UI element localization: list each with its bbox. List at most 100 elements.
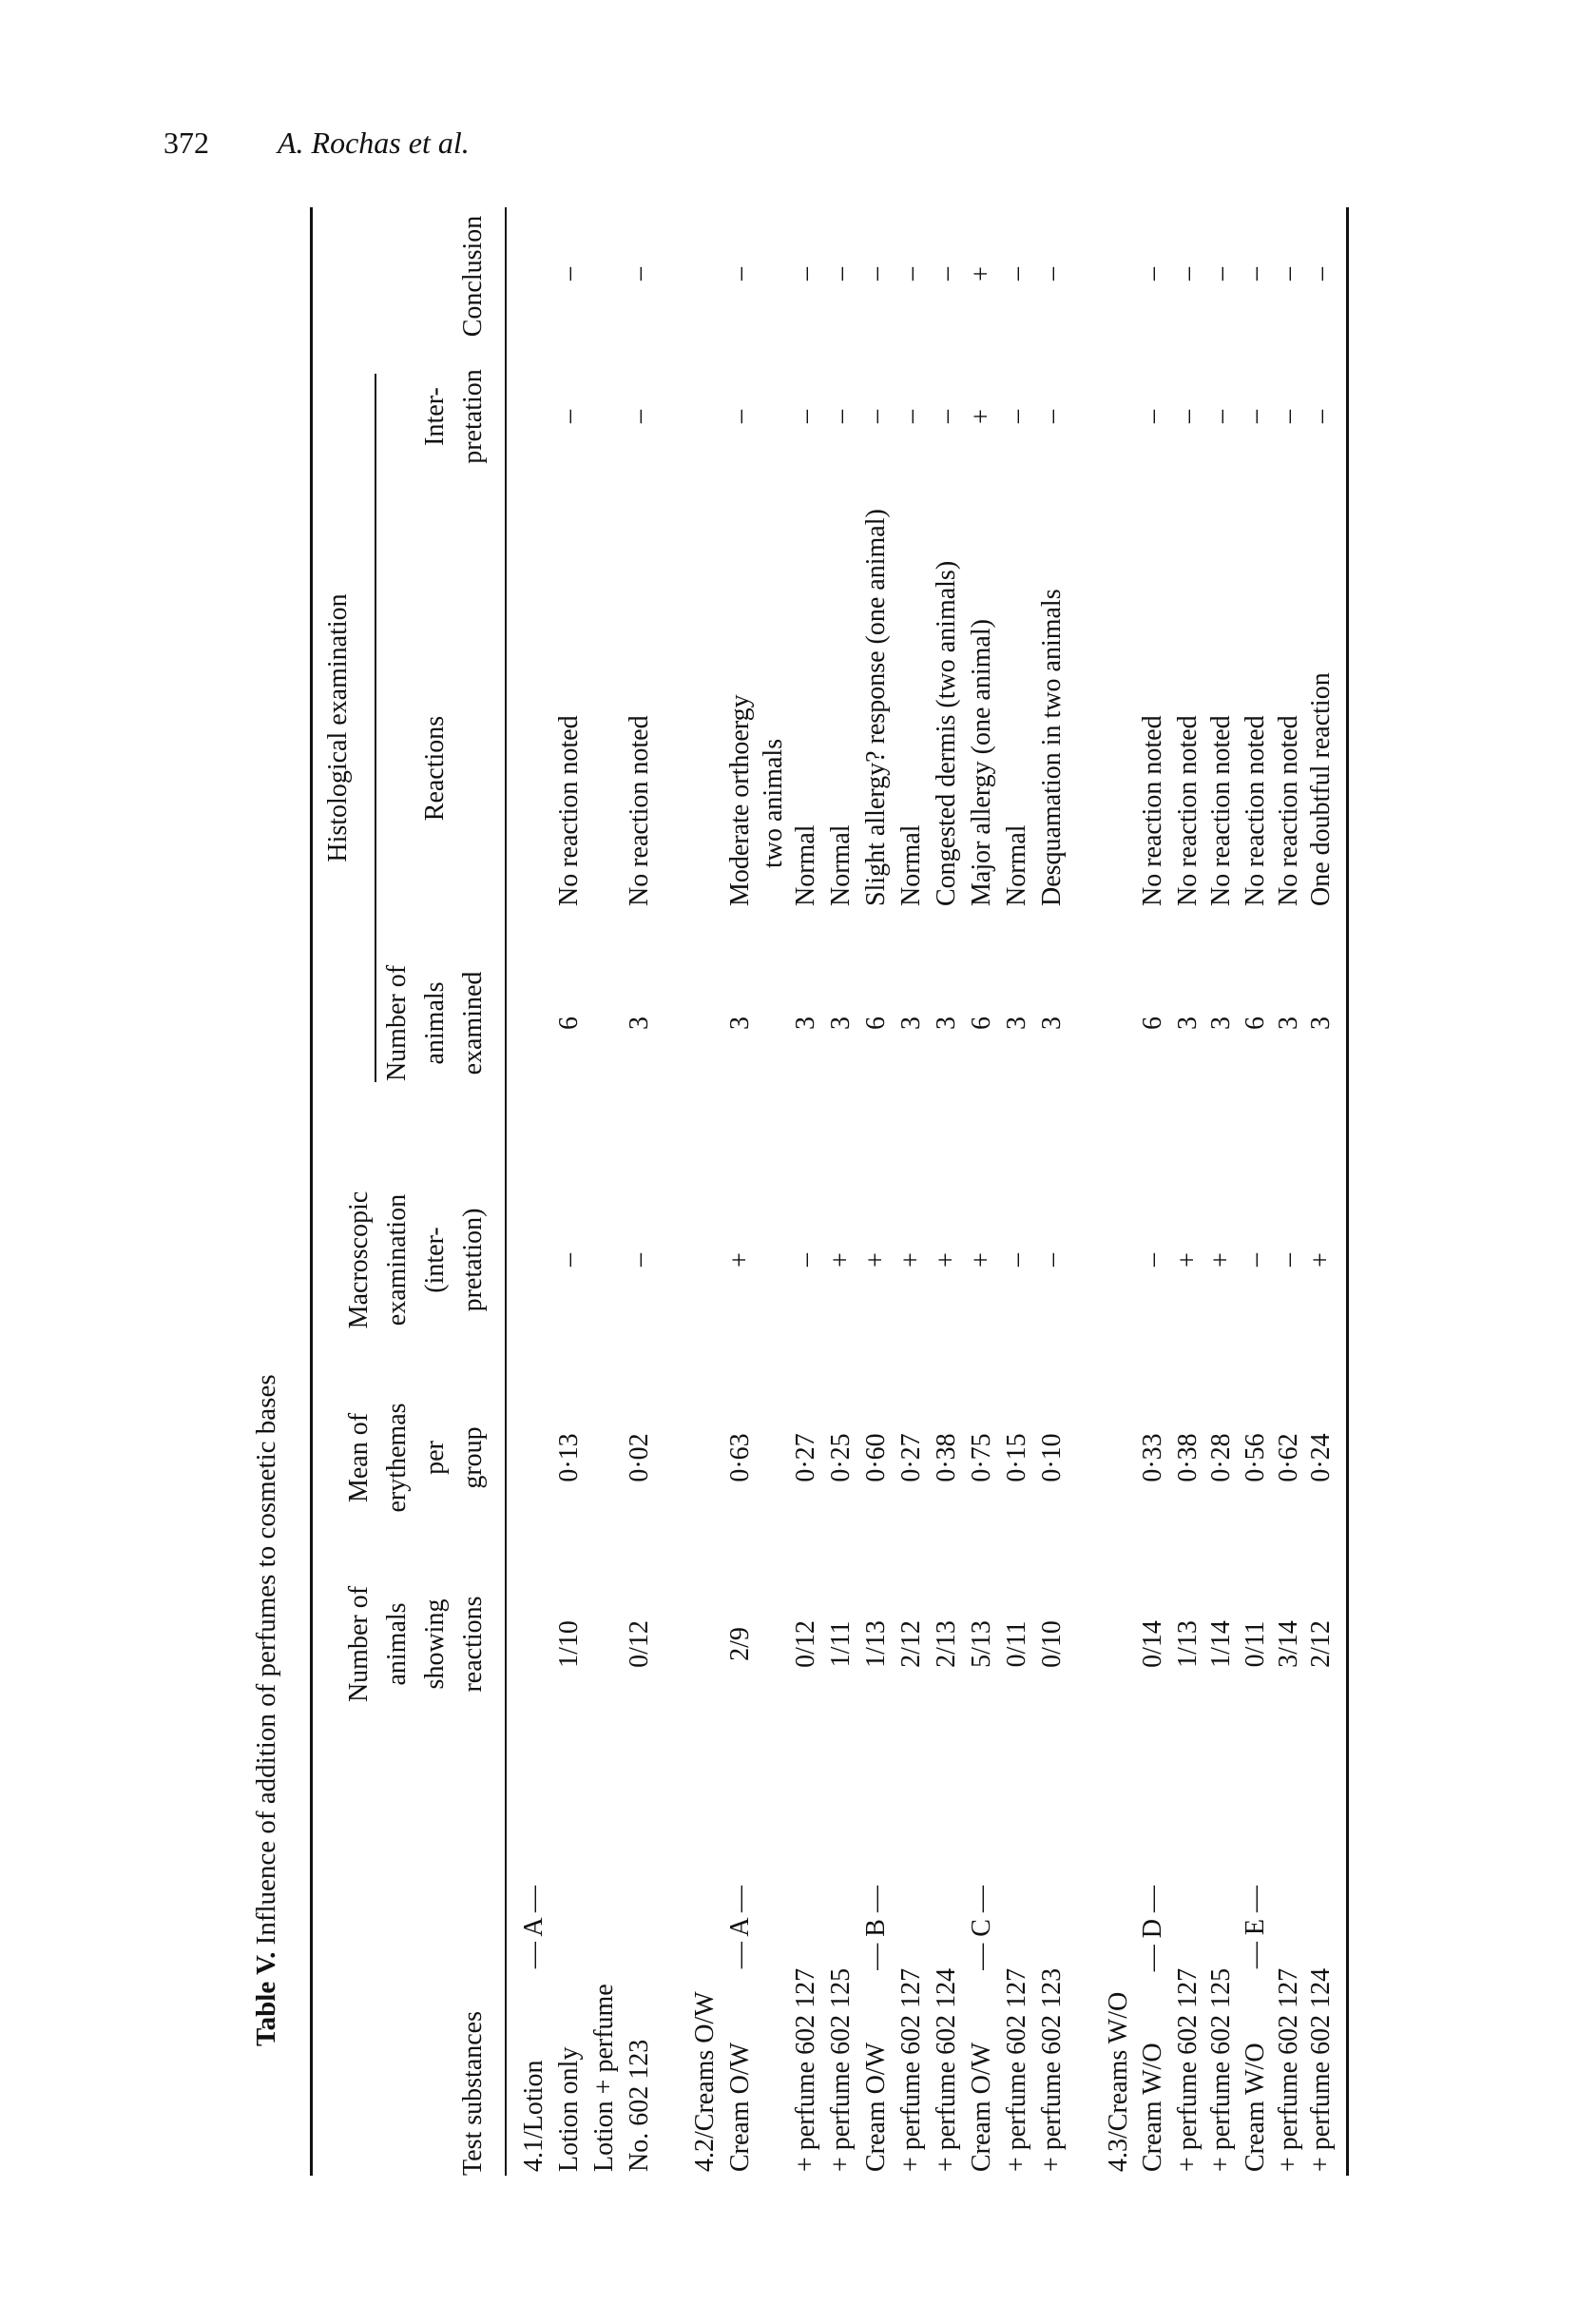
header-examined-line: Number of: [382, 964, 412, 1082]
mean-cell: 0·27: [791, 1433, 820, 1482]
macro-cell: –: [625, 1253, 654, 1267]
header-examined-line: examined: [458, 971, 488, 1075]
macro-cell: +: [1306, 1252, 1336, 1268]
macro-cell: +: [896, 1252, 926, 1268]
reaction-cell: Normal: [1002, 824, 1031, 906]
examined-cell: 3: [932, 1017, 961, 1030]
group-marker: — C —: [967, 1886, 996, 1970]
substance-cell: Cream W/O: [1138, 2043, 1167, 2172]
examined-cell: 6: [1241, 1017, 1270, 1030]
macro-cell: +: [1206, 1252, 1236, 1268]
mean-cell: 0·10: [1037, 1433, 1067, 1482]
rotated-table: Table V. Influence of addition of perfum…: [251, 207, 1349, 2176]
mean-cell: 0·60: [861, 1433, 891, 1482]
reaction-cell: Major allergy (one animal): [967, 619, 996, 906]
substance-cell: + perfume 602 127: [791, 1967, 820, 2172]
showing-cell: 2/12: [1306, 1620, 1336, 1668]
macro-cell: –: [1002, 1253, 1031, 1267]
reaction-cell: No reaction noted: [1138, 715, 1167, 906]
examined-cell: 6: [861, 1017, 891, 1030]
mean-cell: 0·28: [1206, 1433, 1236, 1482]
conclusion-cell: –: [725, 267, 755, 281]
group-marker: — E —: [1241, 1886, 1270, 1969]
substance-cell: Cream O/W: [967, 2042, 996, 2172]
interpretation-cell: –: [725, 410, 755, 423]
mean-cell: 0·02: [625, 1433, 654, 1482]
conclusion-cell: –: [791, 267, 820, 281]
interpretation-cell: –: [932, 410, 961, 423]
macro-cell: –: [1138, 1253, 1167, 1267]
substance-cell: + perfume 602 127: [1274, 1967, 1303, 2172]
macro-cell: –: [1241, 1253, 1270, 1267]
header-reactions: Reactions: [420, 715, 450, 822]
interpretation-cell: –: [861, 410, 891, 423]
macro-cell: +: [725, 1252, 755, 1268]
table-caption: Table V. Influence of addition of perfum…: [251, 1374, 282, 2046]
interpretation-cell: –: [1306, 410, 1336, 423]
top-rule: [310, 207, 313, 2176]
group-marker: — D —: [1138, 1886, 1167, 1972]
header-macro-line: (inter-: [420, 1227, 450, 1293]
page-number: 372: [164, 126, 209, 160]
header-showing-line: Number of: [344, 1585, 374, 1703]
group-marker: — B —: [861, 1886, 891, 1970]
substance-cell: Lotion + perfume: [589, 1984, 619, 2172]
mean-cell: 0·25: [826, 1433, 856, 1482]
substance-cell: + perfume 602 127: [1002, 1967, 1031, 2172]
reaction-cell: Slight allergy? response (one animal): [861, 509, 891, 906]
header-macro-line: examination: [382, 1193, 412, 1327]
macro-cell: +: [967, 1252, 996, 1268]
examined-cell: 3: [625, 1017, 654, 1030]
showing-cell: 0/12: [625, 1620, 654, 1668]
macro-cell: +: [826, 1252, 856, 1268]
conclusion-cell: –: [1002, 267, 1031, 281]
reaction-cell-continued: two animals: [759, 738, 788, 868]
reaction-cell: No reaction noted: [554, 715, 584, 906]
examined-cell: 3: [1173, 1017, 1203, 1030]
conclusion-cell: +: [967, 266, 996, 281]
interpretation-cell: –: [625, 410, 654, 423]
reaction-cell: No reaction noted: [625, 715, 654, 906]
examined-cell: 6: [554, 1017, 584, 1030]
interpretation-cell: –: [1206, 410, 1236, 423]
reaction-cell: Normal: [791, 824, 820, 906]
examined-cell: 3: [1002, 1017, 1031, 1030]
conclusion-cell: –: [1206, 267, 1236, 281]
conclusion-cell: –: [554, 267, 584, 281]
conclusion-cell: –: [932, 267, 961, 281]
interpretation-cell: –: [896, 410, 926, 423]
reaction-cell: No reaction noted: [1274, 715, 1303, 906]
reaction-cell: Desquamation in two animals: [1037, 589, 1067, 906]
conclusion-cell: –: [861, 267, 891, 281]
interpretation-cell: –: [1274, 410, 1303, 423]
group-marker: — A —: [725, 1886, 755, 1969]
mean-cell: 0·15: [1002, 1433, 1031, 1482]
header-histological: Histological examination: [323, 593, 353, 862]
interpretation-cell: –: [554, 410, 584, 423]
showing-cell: 2/13: [932, 1620, 961, 1668]
examined-cell: 3: [725, 1017, 755, 1030]
mean-cell: 0·62: [1274, 1433, 1303, 1482]
showing-cell: 3/14: [1274, 1620, 1303, 1668]
examined-cell: 3: [826, 1017, 856, 1030]
substance-cell: Cream W/O: [1241, 2043, 1270, 2172]
conclusion-cell: –: [1173, 267, 1203, 281]
reaction-cell: Congested dermis (two animals): [932, 560, 961, 906]
showing-cell: 2/9: [725, 1627, 755, 1661]
conclusion-cell: –: [826, 267, 856, 281]
showing-cell: 1/11: [826, 1620, 856, 1668]
header-mean-line: group: [458, 1426, 488, 1489]
macro-cell: –: [791, 1253, 820, 1267]
header-macro-line: Macroscopic: [344, 1191, 374, 1329]
substance-cell: + perfume 602 125: [1206, 1967, 1236, 2172]
header-rule: [505, 207, 507, 2176]
showing-cell: 0/14: [1138, 1620, 1167, 1668]
examined-cell: 3: [1037, 1017, 1067, 1030]
substance-cell: Cream O/W: [725, 2042, 755, 2172]
substance-cell: Lotion only: [554, 2046, 584, 2172]
interpretation-cell: –: [1002, 410, 1031, 423]
reaction-cell: Normal: [896, 824, 926, 906]
showing-cell: 1/14: [1206, 1620, 1236, 1668]
showing-cell: 1/13: [861, 1620, 891, 1668]
mean-cell: 0·38: [932, 1433, 961, 1482]
